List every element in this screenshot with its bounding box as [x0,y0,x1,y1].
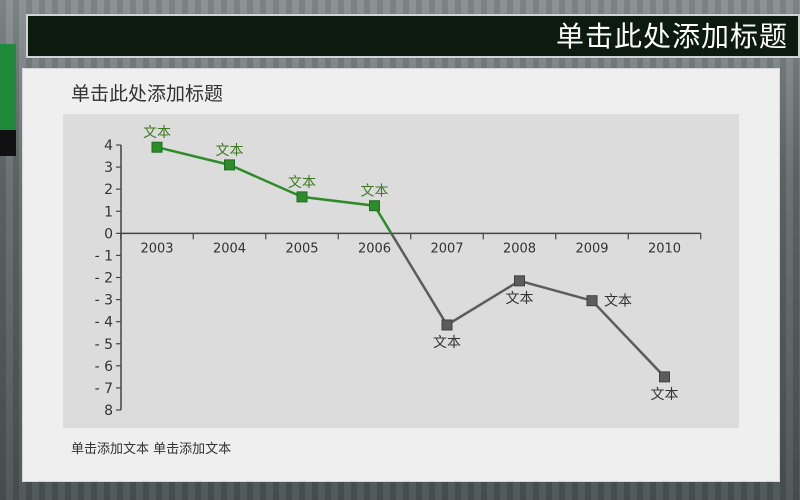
y-tick-label: 8 [104,403,113,419]
title-bar: 单击此处添加标题 [26,14,800,58]
y-tick-label: 4 [104,138,113,154]
series-line-positive [156,145,393,234]
slide-title[interactable]: 单击此处添加标题 [555,20,788,53]
x-tick-label: 2005 [285,241,318,256]
dark-accent-strip [0,130,16,156]
data-point-label: 文本 [216,143,244,159]
plot-area [63,114,739,428]
chart-panel: 单击此处添加标题 4 3 2 1 0 - 1 - 2 - 3 - 4 - 5 - 6 - 7 8 2003… [22,68,780,482]
data-point-marker [659,371,670,383]
chart-title[interactable]: 单击此处添加标题 [71,83,224,105]
data-point-marker [514,275,525,287]
data-point-marker [151,141,163,153]
y-tick-label: 0 [104,226,113,242]
data-point-marker [441,319,453,331]
green-accent-bar [0,44,16,130]
x-tick-label: 2004 [213,241,246,256]
data-point-label: 文本 [506,291,534,307]
data-point-label: 文本 [143,125,171,141]
data-point-label: 文本 [361,184,389,200]
data-point-label: 文本 [433,335,461,351]
data-point-marker [296,191,308,203]
data-point-marker [586,295,598,307]
y-tick-label: - 3 [95,293,113,309]
data-point-label: 文本 [604,294,632,310]
x-tick-label: 2009 [575,241,608,256]
y-tick-label: - 7 [95,381,113,397]
x-tick-label: 2006 [358,241,391,256]
data-point-label: 文本 [288,175,316,191]
y-tick-label: 3 [104,160,113,176]
data-point-label: 文本 [651,387,679,403]
data-point-marker [224,159,235,171]
y-tick-label: - 6 [95,359,114,375]
data-point-marker [369,200,380,212]
x-tick-label: 2003 [140,241,173,256]
y-tick-label: - 5 [95,337,113,353]
x-tick-label: 2010 [648,241,681,256]
y-tick-label: 2 [104,182,113,198]
x-tick-label: 2008 [503,241,536,256]
y-tick-label: - 4 [95,315,114,331]
line-chart: 4 3 2 1 0 - 1 - 2 - 3 - 4 - 5 - 6 - 7 8 2003 2004 2005 2… [95,125,702,419]
y-tick-label: - 2 [95,271,113,287]
x-tick-label: 2007 [430,241,463,256]
y-tick-label: 1 [104,204,113,220]
footnote-text[interactable]: 单击添加文本 单击添加文本 [71,442,232,457]
y-tick-label: - 1 [95,248,113,264]
